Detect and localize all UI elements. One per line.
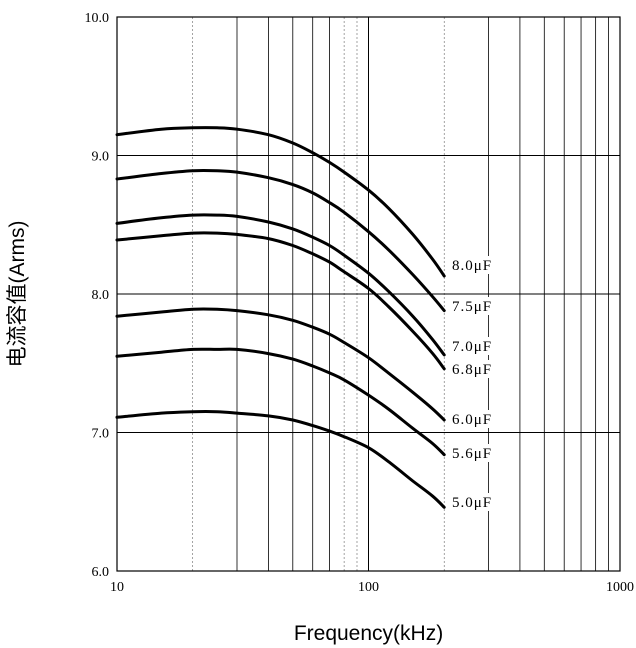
y-tick-label: 6.0 — [92, 565, 110, 580]
x-tick-labels: 10 100 1000 — [110, 580, 634, 595]
series-label: 5.6μF — [452, 446, 492, 462]
series-label-background — [448, 256, 510, 274]
x-tick-label: 10 — [110, 580, 124, 595]
series-label-background — [448, 410, 510, 428]
x-tick-label: 100 — [358, 580, 379, 595]
y-axis-title: 电流容值(Arms) — [6, 221, 29, 368]
series-label-background — [448, 444, 510, 462]
series-label: 6.0μF — [452, 412, 492, 428]
major-grid — [117, 17, 620, 571]
series-line-6 — [115, 410, 446, 509]
x-axis-title: Frequency(kHz) — [294, 622, 443, 645]
series-label-background — [448, 360, 510, 378]
series-label-background — [448, 493, 510, 511]
y-tick-label: 10.0 — [85, 11, 110, 26]
series-line-4 — [115, 307, 446, 422]
y-tick-labels: 6.0 7.0 8.0 9.0 10.0 — [85, 11, 110, 580]
y-tick-label: 9.0 — [92, 150, 110, 165]
series-line-3 — [115, 231, 446, 371]
series-label: 7.0μF — [452, 339, 492, 355]
x-tick-label: 1000 — [606, 580, 634, 595]
series-line-5 — [115, 347, 446, 457]
plot-frame — [116, 16, 621, 572]
y-tick-label: 7.0 — [92, 427, 110, 442]
series-label: 6.8μF — [452, 362, 492, 378]
series-line-1 — [115, 168, 446, 313]
series-line-2 — [115, 213, 446, 357]
series-label: 8.0μF — [452, 258, 492, 274]
series-lines — [115, 126, 446, 509]
series-labels: 8.0μF 7.5μF 7.0μF 6.8μF 6.0μF 5.6μF 5.0μF — [448, 256, 510, 511]
series-label: 5.0μF — [452, 495, 492, 511]
series-label-background — [448, 337, 510, 355]
series-label: 7.5μF — [452, 299, 492, 315]
series-label-background — [448, 297, 510, 315]
series-line-0 — [115, 126, 446, 278]
y-tick-label: 8.0 — [92, 288, 110, 303]
